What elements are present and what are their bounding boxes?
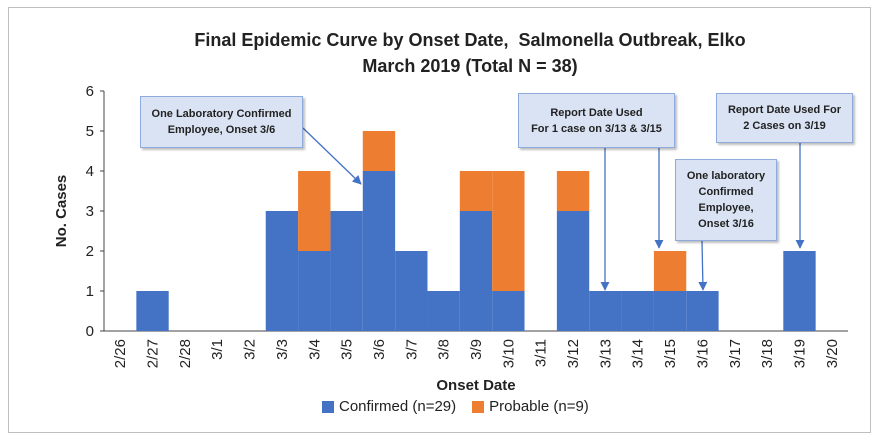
x-tick-label: 3/16 xyxy=(694,339,711,368)
bar-confirmed xyxy=(298,251,331,331)
x-axis-label: Onset Date xyxy=(436,377,515,394)
x-tick-label: 3/10 xyxy=(500,339,517,368)
bar-confirmed xyxy=(621,291,654,331)
annotation-report-date-3-13-3-15: Report Date Used For 1 case on 3/13 & 3/… xyxy=(518,93,675,148)
annotation-arrow xyxy=(698,240,708,291)
x-tick-label: 3/4 xyxy=(306,339,323,360)
legend: Confirmed (n=29) Probable (n=9) xyxy=(322,398,599,415)
legend-swatch-probable xyxy=(472,400,485,413)
x-tick-label: 3/17 xyxy=(727,339,744,368)
bar-confirmed xyxy=(783,251,816,331)
bar-probable xyxy=(492,171,525,291)
y-axis-label: No. Cases xyxy=(53,175,70,248)
x-tick-label: 3/15 xyxy=(662,339,679,368)
y-tick-label: 3 xyxy=(86,203,94,220)
x-tick-label: 3/9 xyxy=(468,339,485,360)
x-tick-label: 3/6 xyxy=(371,339,388,360)
y-tick-label: 4 xyxy=(86,163,94,180)
x-tick-label: 3/19 xyxy=(791,339,808,368)
annotation-arrow xyxy=(302,127,362,185)
bar-confirmed xyxy=(653,291,687,331)
bar-confirmed xyxy=(492,291,525,331)
bar-confirmed xyxy=(136,291,169,331)
bar-confirmed xyxy=(459,211,493,331)
x-tick-label: 2/27 xyxy=(145,339,162,368)
x-tick-label: 3/5 xyxy=(339,339,356,360)
bar-confirmed xyxy=(395,251,428,331)
legend-label-probable: Probable (n=9) xyxy=(489,398,589,415)
x-tick-label: 3/8 xyxy=(436,339,453,360)
bar-probable xyxy=(653,251,687,291)
bar-probable xyxy=(459,171,493,211)
y-tick-label: 5 xyxy=(86,123,94,140)
y-tick-label: 6 xyxy=(86,83,94,100)
x-tick-label: 3/13 xyxy=(597,339,614,368)
annotation-report-date-3-19: Report Date Used For 2 Cases on 3/19 xyxy=(716,93,853,143)
y-tick-label: 0 xyxy=(86,323,94,340)
x-tick-label: 3/12 xyxy=(565,339,582,368)
annotation-lab-confirmed-3-6: One Laboratory Confirmed Employee, Onset… xyxy=(140,96,303,148)
x-tick-label: 3/3 xyxy=(274,339,291,360)
bar-probable xyxy=(556,171,590,211)
bar-confirmed xyxy=(589,291,622,331)
y-tick-label: 2 xyxy=(86,243,94,260)
bar-probable xyxy=(298,171,331,251)
bar-confirmed xyxy=(265,211,299,331)
x-tick-label: 3/11 xyxy=(533,339,550,367)
legend-item-confirmed: Confirmed (n=29) xyxy=(322,398,456,415)
annotation-lab-confirmed-3-16: One laboratory Confirmed Employee, Onset… xyxy=(675,159,777,241)
legend-item-probable: Probable (n=9) xyxy=(472,398,589,415)
chart-title-line-2: March 2019 (Total N = 38) xyxy=(362,56,578,76)
x-tick-label: 2/26 xyxy=(112,339,129,368)
legend-swatch-confirmed xyxy=(322,400,334,413)
bar-confirmed xyxy=(330,211,363,331)
x-tick-label: 3/20 xyxy=(824,339,841,368)
x-tick-label: 3/2 xyxy=(242,339,259,360)
x-tick-label: 3/18 xyxy=(759,339,776,368)
bar-confirmed xyxy=(427,291,460,331)
x-tick-label: 3/7 xyxy=(403,339,420,360)
bar-probable xyxy=(362,131,396,171)
bar-confirmed xyxy=(556,211,590,331)
bar-confirmed xyxy=(362,171,396,331)
chart-title-line-1: Final Epidemic Curve by Onset Date, Salm… xyxy=(194,30,746,50)
x-tick-label: 3/1 xyxy=(209,339,226,360)
legend-label-confirmed: Confirmed (n=29) xyxy=(339,398,457,415)
x-tick-label: 3/14 xyxy=(630,339,647,368)
x-tick-label: 2/28 xyxy=(177,339,194,368)
bar-confirmed xyxy=(686,291,719,331)
y-tick-label: 1 xyxy=(86,283,94,300)
